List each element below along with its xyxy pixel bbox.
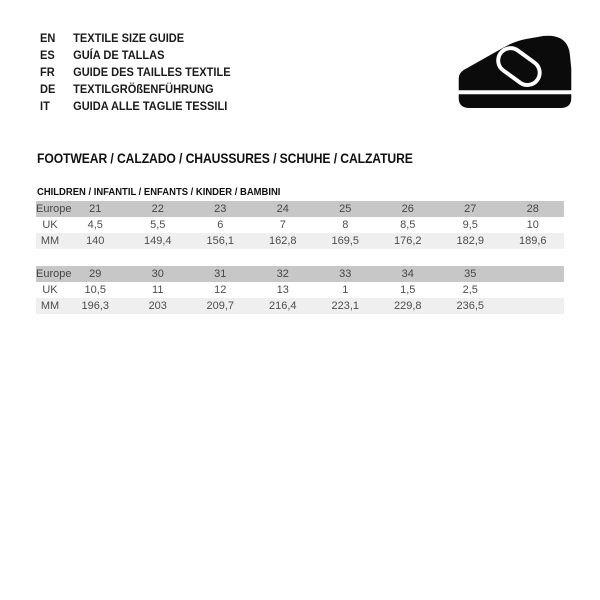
size-cell: 203 <box>126 298 189 314</box>
row-label: MM <box>36 298 64 314</box>
language-title: GUIDA ALLE TAGLIE TESSILI <box>73 98 228 113</box>
size-cell: 223,1 <box>314 298 377 314</box>
size-cell: 149,4 <box>126 233 189 249</box>
size-cell: 176,2 <box>376 233 439 249</box>
size-cell <box>501 266 564 282</box>
size-cell: 32 <box>251 266 314 282</box>
size-cell: 33 <box>314 266 377 282</box>
baby-shoe-icon <box>456 33 574 110</box>
size-cell: 189,6 <box>501 233 564 249</box>
language-code: ES <box>40 47 55 62</box>
language-title: TEXTILE SIZE GUIDE <box>73 30 185 45</box>
size-cell: 1,5 <box>376 282 439 298</box>
language-title: GUIDE DES TAILLES TEXTILE <box>73 64 231 79</box>
size-cell: 236,5 <box>439 298 502 314</box>
size-cell: 12 <box>189 282 252 298</box>
section-title: FOOTWEAR / CALZADO / CHAUSSURES / SCHUHE… <box>37 151 413 166</box>
size-cell: 8 <box>314 217 377 233</box>
size-cell: 24 <box>251 201 314 217</box>
language-row: IT GUIDA ALLE TAGLIE TESSILI <box>40 97 231 114</box>
size-cell: 6 <box>189 217 252 233</box>
size-cell: 25 <box>314 201 377 217</box>
size-cell: 23 <box>189 201 252 217</box>
size-cell: 182,9 <box>439 233 502 249</box>
size-cell: 156,1 <box>189 233 252 249</box>
language-row: EN TEXTILE SIZE GUIDE <box>40 29 231 46</box>
size-cell: 229,8 <box>376 298 439 314</box>
size-cell: 140 <box>64 233 127 249</box>
size-cell: 4,5 <box>64 217 127 233</box>
size-row-europe: Europe 21 22 23 24 25 26 27 28 <box>36 201 564 217</box>
size-cell <box>501 298 564 314</box>
children-size-table-2: Europe 29 30 31 32 33 34 35 UK 10,5 11 1… <box>36 266 564 314</box>
size-cell: 2,5 <box>439 282 502 298</box>
size-cell: 21 <box>64 201 127 217</box>
size-row-mm: MM 196,3 203 209,7 216,4 223,1 229,8 236… <box>36 298 564 314</box>
size-cell: 28 <box>501 201 564 217</box>
language-code: FR <box>40 64 55 79</box>
row-label: UK <box>36 217 64 233</box>
size-row-uk: UK 4,5 5,5 6 7 8 8,5 9,5 10 <box>36 217 564 233</box>
size-cell: 30 <box>126 266 189 282</box>
size-cell: 169,5 <box>314 233 377 249</box>
size-cell: 31 <box>189 266 252 282</box>
size-cell: 29 <box>64 266 127 282</box>
size-cell: 1 <box>314 282 377 298</box>
row-label: MM <box>36 233 64 249</box>
language-title: GUÍA DE TALLAS <box>73 47 165 62</box>
children-size-table-1: Europe 21 22 23 24 25 26 27 28 UK 4,5 5,… <box>36 201 564 249</box>
language-row: ES GUÍA DE TALLAS <box>40 46 231 63</box>
size-cell: 22 <box>126 201 189 217</box>
size-cell: 10,5 <box>64 282 127 298</box>
size-cell: 9,5 <box>439 217 502 233</box>
language-list: EN TEXTILE SIZE GUIDE ES GUÍA DE TALLAS … <box>40 29 247 114</box>
size-row-uk: UK 10,5 11 12 13 1 1,5 2,5 <box>36 282 564 298</box>
language-row: DE TEXTILGRÖßENFÜHRUNG <box>40 80 231 97</box>
size-cell: 35 <box>439 266 502 282</box>
size-row-europe: Europe 29 30 31 32 33 34 35 <box>36 266 564 282</box>
size-cell: 196,3 <box>64 298 127 314</box>
row-label: Europe <box>36 266 72 282</box>
language-code: EN <box>40 30 56 45</box>
size-cell: 13 <box>251 282 314 298</box>
language-row: FR GUIDE DES TAILLES TEXTILE <box>40 63 231 80</box>
language-code: IT <box>40 98 50 113</box>
size-cell: 5,5 <box>126 217 189 233</box>
size-cell: 34 <box>376 266 439 282</box>
language-title: TEXTILGRÖßENFÜHRUNG <box>73 81 214 96</box>
size-cell: 209,7 <box>189 298 252 314</box>
size-cell: 26 <box>376 201 439 217</box>
size-cell: 216,4 <box>251 298 314 314</box>
subsection-title: CHILDREN / INFANTIL / ENFANTS / KINDER /… <box>37 186 281 198</box>
size-cell: 8,5 <box>376 217 439 233</box>
language-code: DE <box>40 81 56 96</box>
size-cell: 27 <box>439 201 502 217</box>
size-row-mm: MM 140 149,4 156,1 162,8 169,5 176,2 182… <box>36 233 564 249</box>
size-cell: 11 <box>126 282 189 298</box>
size-cell: 10 <box>501 217 564 233</box>
row-label: Europe <box>36 201 72 217</box>
row-label: UK <box>36 282 64 298</box>
size-cell: 7 <box>251 217 314 233</box>
size-cell: 162,8 <box>251 233 314 249</box>
size-cell <box>501 282 564 298</box>
